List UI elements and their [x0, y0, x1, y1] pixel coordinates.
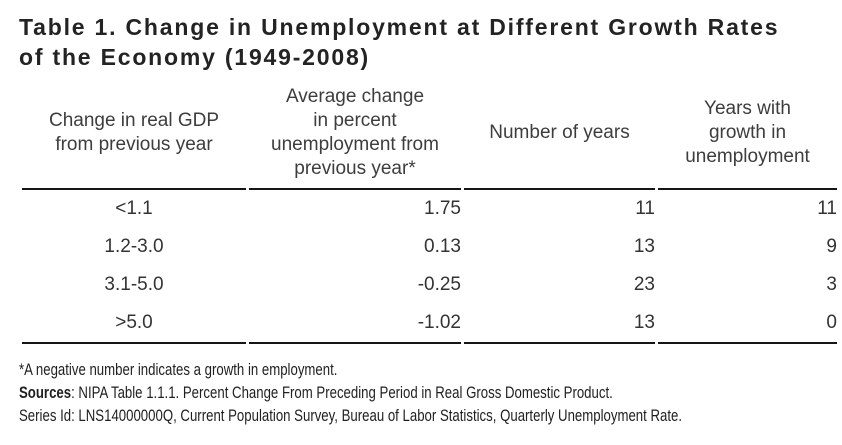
column-header-years-growth-unemployment: Years with growth in unemployment	[658, 83, 837, 190]
sources-label: Sources	[19, 384, 72, 402]
table-cell: -0.25	[417, 274, 461, 295]
table-cell: 1.75	[424, 198, 461, 219]
table-cell: <1.1	[115, 198, 153, 219]
header-row: Change in real GDP from previous year Av…	[22, 83, 837, 190]
footnote-series-id: Series Id: LNS14000000Q, Current Populat…	[19, 407, 683, 425]
table-cell: 23	[633, 274, 655, 295]
table-cell: 11	[635, 198, 655, 219]
table-cell: 0.13	[424, 236, 461, 257]
table-title: Table 1. Change in Unemployment at Diffe…	[19, 14, 780, 70]
table-cell: >5.0	[22, 304, 246, 344]
column-header-avg-unemployment-change: Average change in percent unemployment f…	[249, 83, 461, 190]
footnote-sources: Sources: NIPA Table 1.1.1. Percent Chang…	[19, 382, 665, 405]
table-row: 3.1-5.0 -0.25 23 3	[22, 266, 837, 304]
data-table: Change in real GDP from previous year Av…	[19, 83, 840, 344]
table-row: <1.1 1.75 11 11	[22, 190, 837, 228]
footnote-negative-note: *A negative number indicates a growth in…	[19, 361, 338, 379]
column-header-gdp-change: Change in real GDP from previous year	[22, 83, 246, 190]
table-cell: 9	[826, 236, 837, 257]
table-cell: 13	[464, 304, 655, 344]
table-cell: 3	[826, 274, 837, 295]
footnotes: *A negative number indicates a growth in…	[19, 359, 683, 428]
table-cell: 13	[633, 236, 655, 257]
table-cell: -1.02	[249, 304, 461, 344]
table-cell: 0	[658, 304, 837, 344]
table-cell: 11	[817, 198, 837, 219]
table-row: 1.2-3.0 0.13 13 9	[22, 228, 837, 266]
table-cell: 1.2-3.0	[104, 236, 164, 257]
table-cell: 3.1-5.0	[104, 274, 164, 295]
sources-text: : NIPA Table 1.1.1. Percent Change From …	[71, 384, 613, 402]
column-header-number-of-years: Number of years	[464, 83, 655, 190]
table-row: >5.0 -1.02 13 0	[22, 304, 837, 344]
